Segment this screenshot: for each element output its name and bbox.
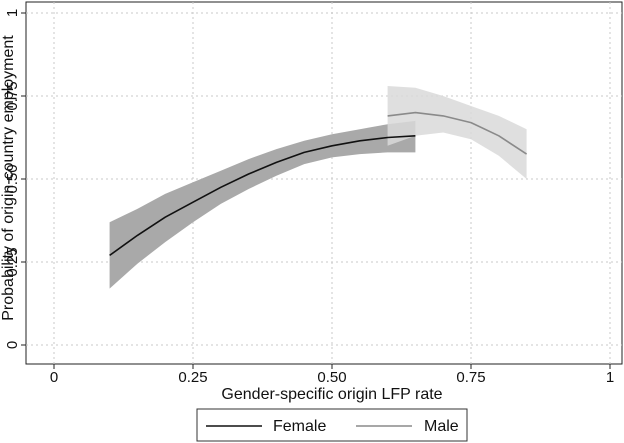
x-tick-label-0: 0 [50,369,58,386]
ci-band-male [387,86,527,179]
legend: Female Male [196,408,468,442]
x-tick-label-2: 0.50 [317,369,346,386]
x-tick-label-1: 0.25 [178,369,207,386]
legend-box [196,408,468,442]
y-tick-label-0: 0 [4,341,21,349]
x-tick-label-4: 1 [606,369,614,386]
plot-frame [25,1,623,365]
y-tick-label-4: 1 [4,9,21,17]
legend-label-male: Male [424,418,459,435]
series-line-male [387,111,528,155]
plot-area: 0 0.25 0.50 0.75 1 0 0.25 0.50 0.75 1 [4,1,623,386]
y-tick-label-1: 0.25 [4,247,21,276]
legend-label-female: Female [273,418,326,435]
y-tick-label-3: 0.75 [4,81,21,110]
x-tick-label-3: 0.75 [456,369,485,386]
x-axis-title: Gender-specific origin LFP rate [221,386,442,403]
y-axis-title: Probability of origin-country employment [0,35,17,321]
series-line-female [109,135,416,257]
y-tick-label-2: 0.50 [4,164,21,193]
